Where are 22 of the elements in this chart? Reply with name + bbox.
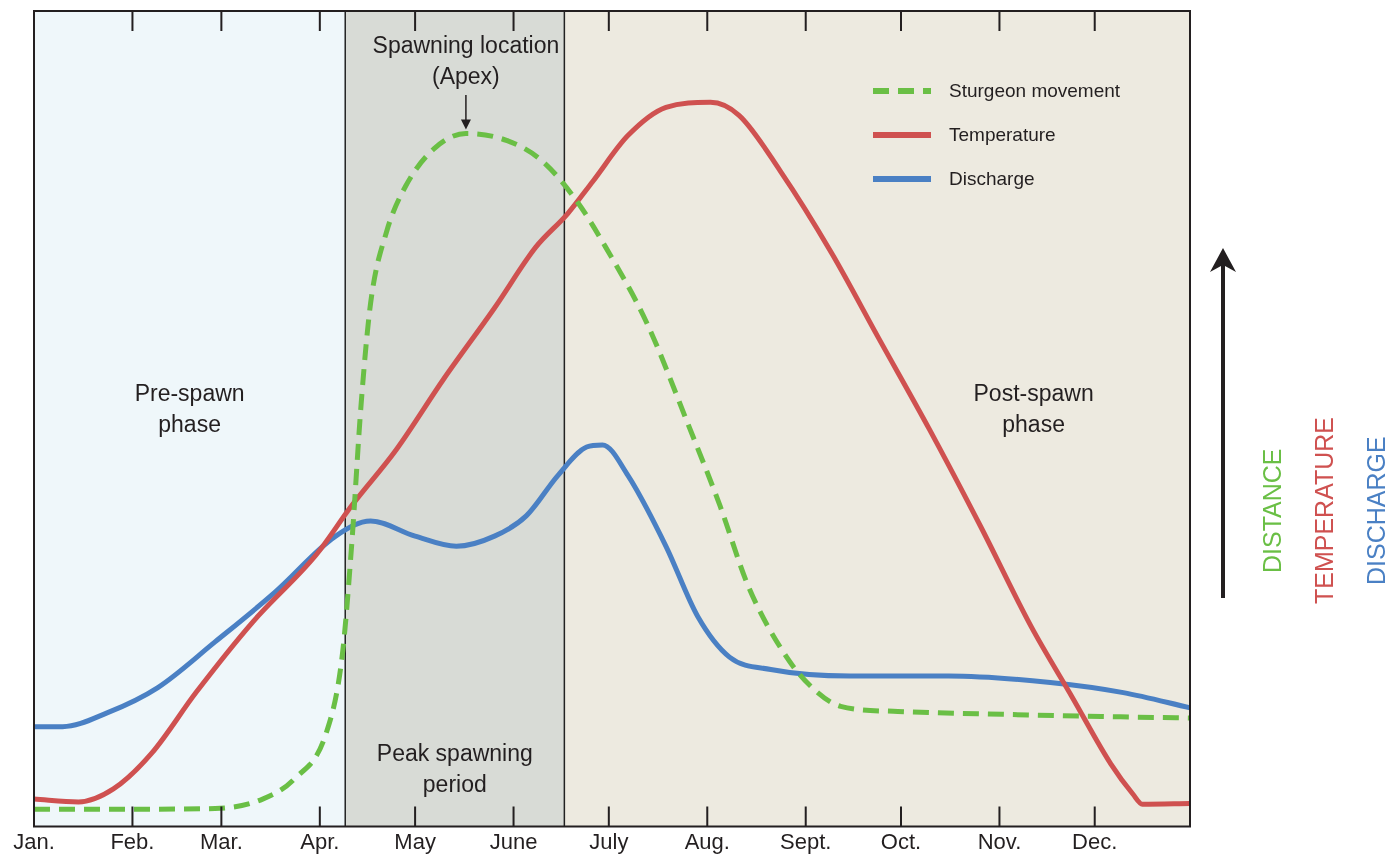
x-tick-label: Nov. (977, 828, 1022, 854)
legend-label: Sturgeon movement (949, 80, 1121, 102)
band-label: Post-spawn phase (973, 379, 1094, 437)
band-label: Peak spawning period (376, 739, 533, 797)
annotation: Spawning location (Apex) (372, 32, 560, 89)
x-tick-label: Mar. (199, 828, 243, 854)
legend-label: Discharge (949, 168, 1035, 190)
x-tick-label: July (589, 828, 629, 854)
x-tick-label: Dec. (1072, 828, 1118, 854)
x-tick-label: May (394, 828, 436, 854)
x-tick-label: June (489, 828, 538, 854)
legend-label: Temperature (949, 124, 1056, 146)
text: TEMPERATURE (1310, 416, 1338, 604)
x-tick-label: Apr. (300, 828, 340, 854)
x-tick-label: Feb. (110, 828, 155, 854)
x-tick-label: Sept. (780, 828, 832, 854)
x-tick-label: Jan. (13, 828, 55, 854)
text: DISCHARGE (1362, 435, 1390, 585)
band-label: Pre-spawn phase (134, 379, 245, 437)
x-tick-label: Aug. (684, 828, 730, 854)
x-tick-label: Oct. (880, 828, 922, 854)
text: DISTANCE (1258, 447, 1286, 573)
